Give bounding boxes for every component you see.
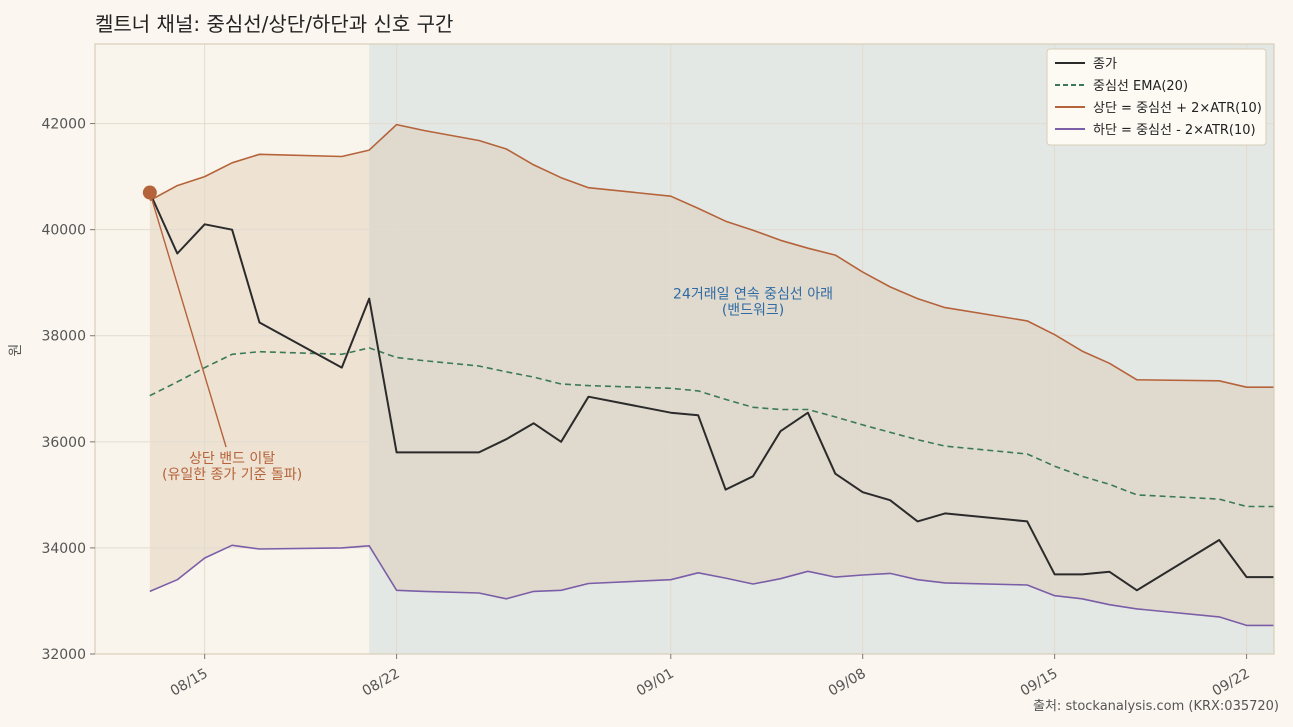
y-tick-label-0: 32000 <box>41 647 86 663</box>
legend-label-1: 중심선 EMA(20) <box>1093 79 1188 94</box>
band-fill <box>149 124 1274 626</box>
annotations: 상단 밴드 이탈(유일한 종가 기준 돌파) 24거래일 연속 중심선 아래(밴드… <box>142 185 833 483</box>
y-tick-label-5: 42000 <box>41 117 86 133</box>
series-lines <box>148 123 1274 627</box>
legend-label-3: 하단 = 중심선 - 2×ATR(10) <box>1093 123 1256 138</box>
series-line-2 <box>149 123 1274 388</box>
series-line-1 <box>149 347 1274 508</box>
series-line-3 <box>149 544 1274 627</box>
chart-title: 켈트너 채널: 중심선/상단/하단과 신호 구간 <box>95 12 453 36</box>
annotation-text-1-1: (밴드워크) <box>722 303 784 319</box>
plot-frame <box>94 43 1275 655</box>
legend-box <box>1046 48 1267 146</box>
source-note: 출처: stockanalysis.com (KRX:035720) <box>1033 699 1279 714</box>
series-line-0 <box>148 192 1274 592</box>
y-axis-label: 원 <box>8 344 24 357</box>
y-tick-label-3: 38000 <box>41 329 86 345</box>
breakout-marker-0 <box>142 185 157 200</box>
y-tick-label-4: 40000 <box>41 223 86 239</box>
channel-band-fill <box>149 124 1274 626</box>
annotation-arrow-0 <box>149 192 227 448</box>
annotation-text-0-0: 상단 밴드 이탈 <box>189 451 275 467</box>
annotation-text-0-1: (유일한 종가 기준 돌파) <box>162 467 302 483</box>
shaded-regions <box>369 44 1274 654</box>
y-tick-label-1: 34000 <box>41 541 86 557</box>
y-tick-label-2: 36000 <box>41 435 86 451</box>
shaded-region-0 <box>369 44 1274 654</box>
legend-label-2: 상단 = 중심선 + 2×ATR(10) <box>1093 101 1262 116</box>
legend-label-0: 종가 <box>1093 57 1117 72</box>
annotation-text-1-0: 24거래일 연속 중심선 아래 <box>673 287 833 303</box>
